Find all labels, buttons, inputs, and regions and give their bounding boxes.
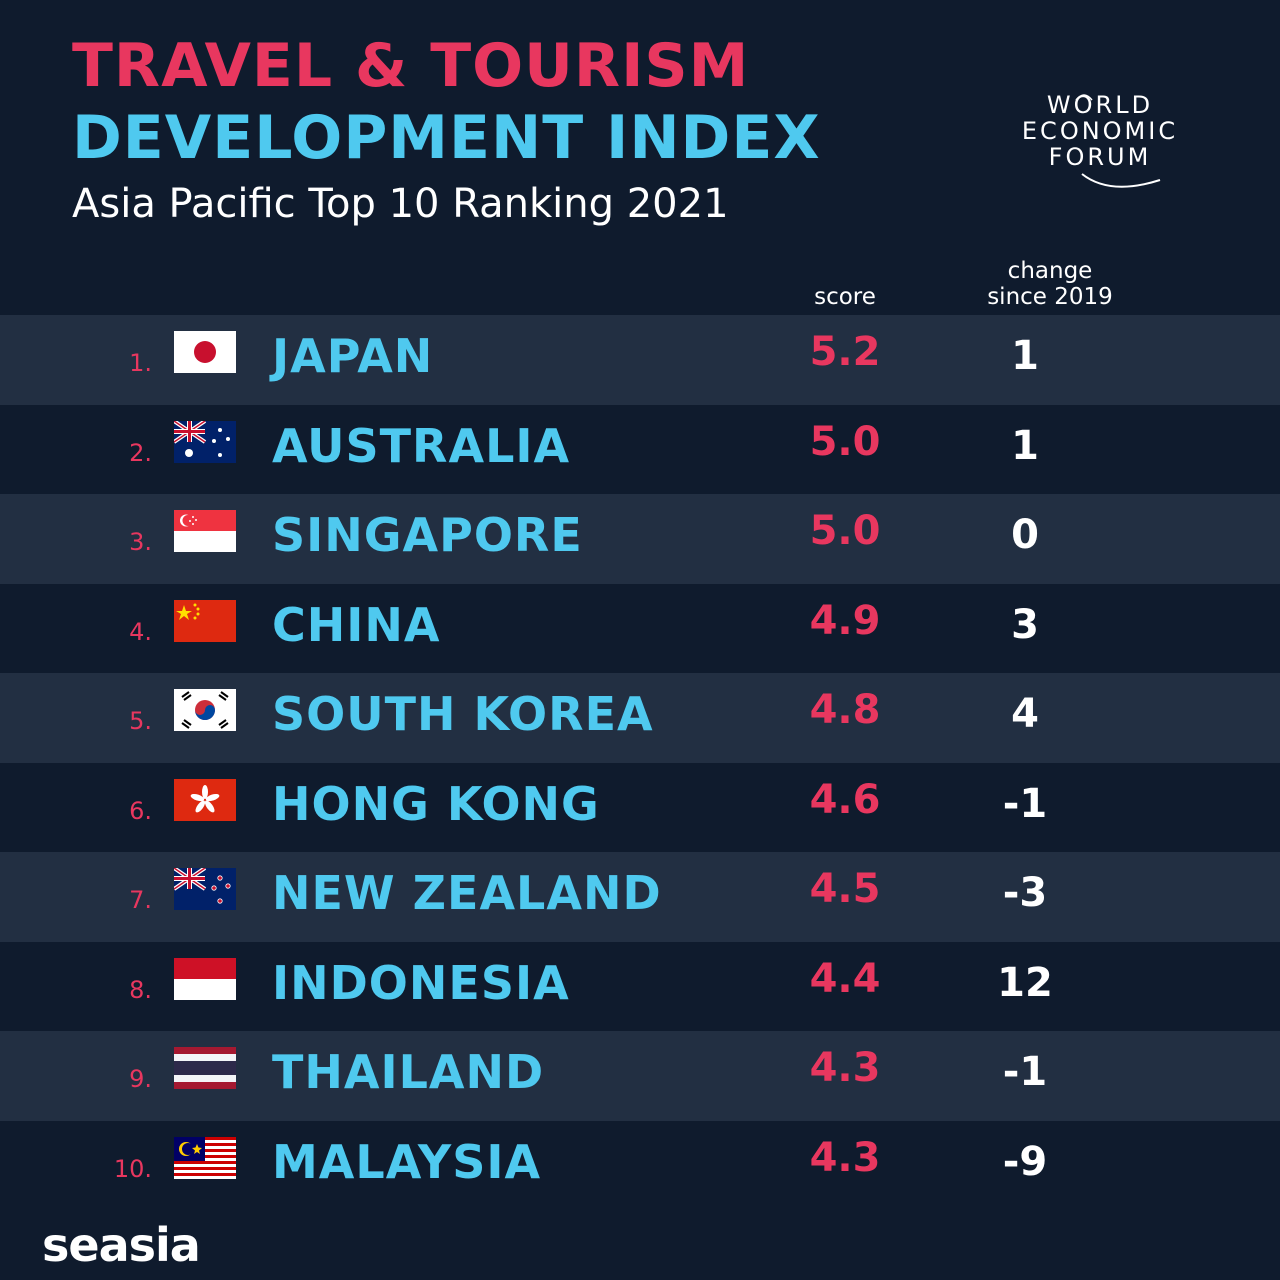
score-column-header: score — [814, 284, 876, 310]
table-row: 8. INDONESIA 4.4 12 — [0, 942, 1280, 1032]
title-line-1: TRAVEL & TOURISM — [72, 31, 750, 101]
rank-label: 6. — [129, 796, 152, 825]
logo-line-1: WORLD — [1046, 91, 1154, 119]
country-name: NEW ZEALAND — [272, 866, 662, 920]
score-value: 4.8 — [809, 687, 881, 733]
score-value: 4.3 — [809, 1045, 881, 1091]
subtitle: Asia Pacific Top 10 Ranking 2021 — [72, 181, 729, 227]
footer — [0, 1210, 1280, 1280]
brand-logo: seasia — [42, 1218, 201, 1272]
ranking-table: 1. JAPAN 5.2 1 2. AUSTRALIA 5.0 1 3. SINGAPORE 5.0… — [0, 315, 1280, 1210]
score-value: 5.0 — [809, 508, 881, 554]
change-value: 12 — [997, 959, 1053, 1006]
table-row: 6. HONG KONG 4.6 -1 — [0, 763, 1280, 853]
logo-line-3: FORUM — [1048, 143, 1152, 171]
country-name: HONG KONG — [272, 776, 600, 831]
indonesia-flag-icon — [174, 957, 236, 1000]
score-value: 4.9 — [809, 597, 881, 644]
rank-label: 5. — [129, 707, 152, 735]
score-value: 4.3 — [809, 1134, 881, 1181]
new-zealand-flag-icon — [172, 866, 236, 910]
country-name: MALAYSIA — [272, 1134, 542, 1189]
change-header-line-1: change — [1007, 258, 1093, 284]
change-value: 0 — [1011, 512, 1039, 558]
rank-label: 9. — [129, 1065, 152, 1093]
rank-label: 3. — [129, 528, 152, 556]
score-value: 4.5 — [809, 866, 881, 912]
score-value: 5.2 — [809, 329, 881, 375]
change-column-header: change since 2019 — [960, 258, 1140, 310]
change-value: -3 — [1002, 870, 1048, 916]
rank-label: 10. — [113, 1154, 152, 1183]
rank-label: 1. — [129, 349, 152, 377]
table-row: 1. JAPAN 5.2 1 — [0, 315, 1280, 405]
rank-label: 2. — [129, 438, 152, 467]
rank-label: 7. — [129, 886, 152, 914]
wef-logo: WORLD ECONOMIC FORUM — [1010, 92, 1190, 202]
country-name: JAPAN — [272, 329, 434, 383]
change-value: 1 — [1011, 422, 1039, 469]
logo-arc-icon — [1075, 94, 1161, 188]
malaysia-flag-icon — [174, 1136, 236, 1179]
rank-label: 4. — [129, 617, 152, 646]
table-row: 2. AUSTRALIA 5.0 1 — [0, 405, 1280, 495]
change-value: 3 — [1011, 601, 1039, 648]
hong-kong-flag-icon — [174, 778, 236, 821]
score-value: 4.6 — [809, 776, 881, 823]
table-row: 4. CHINA 4.9 3 — [0, 584, 1280, 674]
country-name: SINGAPORE — [272, 508, 583, 562]
australia-flag-icon — [172, 418, 236, 463]
country-name: AUSTRALIA — [272, 418, 571, 473]
country-name: SOUTH KOREA — [272, 687, 654, 741]
china-flag-icon — [174, 599, 236, 642]
score-value: 4.4 — [809, 955, 881, 1002]
thailand-flag-icon — [174, 1047, 236, 1089]
change-value: 1 — [1011, 333, 1039, 379]
table-row: 3. SINGAPORE 5.0 0 — [0, 494, 1280, 584]
country-name: INDONESIA — [272, 955, 570, 1010]
title-line-2: DEVELOPMENT INDEX — [72, 103, 821, 173]
table-row: 9. THAILAND 4.3 -1 — [0, 1031, 1280, 1121]
change-value: -1 — [1002, 1049, 1048, 1095]
logo-line-2: ECONOMIC — [1021, 117, 1179, 145]
country-name: THAILAND — [272, 1045, 545, 1099]
change-value: -9 — [1002, 1138, 1048, 1185]
japan-flag-icon — [174, 331, 236, 373]
change-value: -1 — [1002, 780, 1048, 827]
change-header-line-2: since 2019 — [987, 284, 1113, 310]
singapore-flag-icon — [174, 510, 236, 552]
table-row: 5. SOUTH KOREA 4.8 4 — [0, 673, 1280, 763]
rank-label: 8. — [129, 975, 152, 1004]
change-value: 4 — [1011, 691, 1039, 737]
country-name: CHINA — [272, 597, 441, 652]
table-row: 10. MALAYSIA 4.3 -9 — [0, 1121, 1280, 1211]
score-value: 5.0 — [809, 418, 881, 465]
south-korea-flag-icon — [174, 689, 236, 731]
table-row: 7. NEW ZEALAND 4.5 -3 — [0, 852, 1280, 942]
